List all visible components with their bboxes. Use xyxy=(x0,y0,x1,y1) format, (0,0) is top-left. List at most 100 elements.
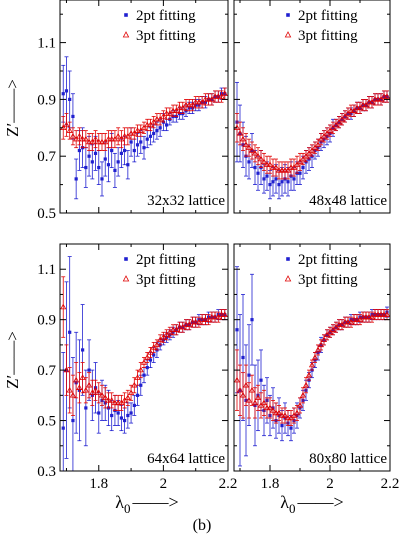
data-point-2pt xyxy=(132,403,136,408)
data-point-2pt xyxy=(132,148,136,153)
data-point-3pt xyxy=(134,127,141,133)
data-point-3pt xyxy=(377,311,385,317)
x-axis-label-arrow: ——> xyxy=(297,492,344,512)
data-point-2pt xyxy=(87,368,91,372)
data-point-3pt xyxy=(92,386,99,393)
data-point-2pt xyxy=(116,411,120,415)
data-point-3pt xyxy=(128,130,135,136)
data-point-2pt xyxy=(158,126,162,130)
data-point-2pt xyxy=(142,146,146,150)
data-point-2pt xyxy=(68,97,72,101)
data-point-3pt xyxy=(266,161,274,167)
y-tick-label: 1.1 xyxy=(37,262,56,278)
data-point-3pt xyxy=(254,152,262,159)
data-point-3pt xyxy=(248,386,256,393)
data-point-3pt xyxy=(195,98,202,105)
data-point-3pt xyxy=(272,409,280,416)
data-point-3pt xyxy=(160,113,167,119)
data-point-3pt xyxy=(98,391,106,398)
data-point-3pt xyxy=(79,374,86,380)
y-tick-label: 0.7 xyxy=(37,363,56,379)
data-point-3pt xyxy=(299,391,307,398)
legend-label: 2pt fitting xyxy=(136,8,196,24)
data-point-3pt xyxy=(308,361,316,368)
series-3pt xyxy=(60,276,228,416)
data-point-3pt xyxy=(305,149,313,156)
y-ticks xyxy=(234,268,390,472)
data-point-3pt xyxy=(248,147,256,153)
legend-marker-3pt xyxy=(284,31,292,38)
panel-32x32: 0.5 0.7 0.9 1.1 2pt fitting 3pt fitting 32x32 … xyxy=(37,0,229,222)
y-axis-label-bottom: Z′——> xyxy=(3,331,22,389)
data-point-3pt xyxy=(153,341,160,348)
data-point-3pt xyxy=(377,95,385,102)
legend: 2pt fitting 3pt fitting xyxy=(122,8,196,44)
legend-label: 3pt fitting xyxy=(136,272,196,288)
data-point-3pt xyxy=(176,104,183,111)
data-point-2pt xyxy=(145,137,149,141)
data-point-2pt xyxy=(97,411,101,415)
data-point-2pt xyxy=(84,165,88,170)
data-point-3pt xyxy=(236,386,244,393)
plot-frame xyxy=(59,0,229,214)
data-point-3pt xyxy=(383,93,390,99)
x-tick-label: 2 xyxy=(326,476,334,492)
data-point-2pt xyxy=(277,183,281,187)
data-point-2pt xyxy=(81,348,85,352)
data-point-3pt xyxy=(60,303,67,310)
data-point-3pt xyxy=(128,389,135,396)
data-point-3pt xyxy=(179,104,186,111)
data-point-3pt xyxy=(124,132,131,139)
data-point-2pt xyxy=(93,151,98,155)
data-point-3pt xyxy=(215,93,222,99)
data-point-3pt xyxy=(272,164,280,170)
data-point-2pt xyxy=(110,148,114,153)
legend-label: 2pt fitting xyxy=(298,8,358,24)
data-point-2pt xyxy=(61,92,65,96)
data-point-3pt xyxy=(69,132,76,139)
data-point-3pt xyxy=(293,409,301,416)
legend-marker-2pt xyxy=(124,257,128,261)
data-point-3pt xyxy=(302,381,310,388)
data-point-2pt xyxy=(165,123,169,127)
data-point-2pt xyxy=(87,154,91,158)
data-point-3pt xyxy=(263,404,271,411)
panel-48x48: 2pt fitting 3pt fitting 48x48 lattice xyxy=(233,0,391,214)
data-point-2pt xyxy=(84,406,88,410)
y-tick-label: 0.9 xyxy=(37,92,56,108)
data-point-3pt xyxy=(293,161,301,167)
data-point-3pt xyxy=(134,374,141,380)
data-point-3pt xyxy=(326,127,334,133)
data-point-3pt xyxy=(199,316,206,322)
data-point-3pt xyxy=(338,115,346,122)
data-point-3pt xyxy=(380,93,388,99)
legend: 2pt fitting 3pt fitting xyxy=(284,252,358,288)
data-point-3pt xyxy=(212,93,219,99)
data-point-3pt xyxy=(284,414,292,421)
data-point-3pt xyxy=(362,313,370,320)
data-point-2pt xyxy=(265,174,269,178)
data-point-3pt xyxy=(341,113,349,119)
data-point-2pt xyxy=(97,165,101,170)
data-point-3pt xyxy=(192,98,199,105)
plot-area xyxy=(234,81,390,200)
data-point-2pt xyxy=(142,373,146,377)
data-point-3pt xyxy=(95,389,102,396)
data-point-3pt xyxy=(170,326,177,332)
data-point-2pt xyxy=(247,373,251,377)
data-point-3pt xyxy=(359,313,367,320)
data-point-2pt xyxy=(126,413,130,418)
y-tick-label: 1.1 xyxy=(37,36,56,52)
data-point-3pt xyxy=(182,101,190,108)
data-point-2pt xyxy=(148,134,153,138)
data-point-2pt xyxy=(155,129,159,133)
data-point-2pt xyxy=(110,413,114,418)
data-point-3pt xyxy=(263,161,271,167)
figure-caption: (b) xyxy=(193,517,212,534)
data-point-3pt xyxy=(108,396,115,403)
data-point-3pt xyxy=(182,321,190,327)
x-tick-label: 1.8 xyxy=(261,476,280,492)
data-point-2pt xyxy=(129,140,133,144)
data-point-3pt xyxy=(290,164,298,170)
y-tick-label: 0.7 xyxy=(37,149,56,165)
